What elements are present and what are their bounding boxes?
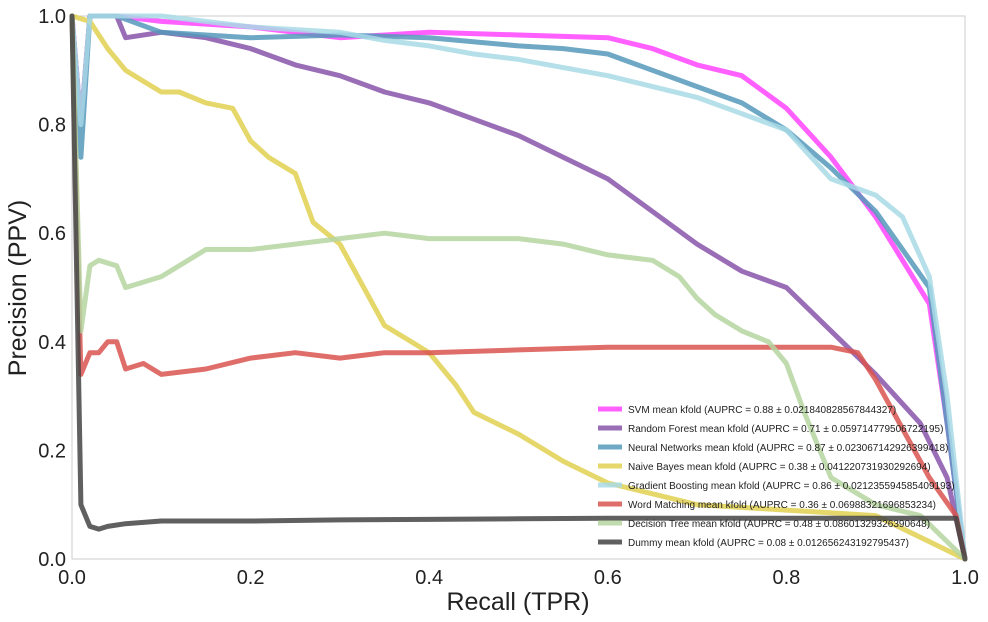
legend-label-6: Decision Tree mean kfold (AUPRC = 0.48 ±… — [628, 519, 930, 530]
series-line-4 — [69, 13, 968, 562]
y-tick-label-2: 0.4 — [38, 332, 66, 354]
series-line-6 — [69, 13, 968, 562]
series-line-5 — [69, 13, 968, 562]
x-tick-label-5: 1.0 — [951, 567, 979, 589]
x-tick-label-0: 0.0 — [58, 567, 86, 589]
x-tick-label-1: 0.2 — [237, 567, 265, 589]
y-tick-label-0: 0.0 — [38, 549, 66, 571]
legend: SVM mean kfold (AUPRC = 0.88 ± 0.0218408… — [598, 405, 955, 549]
series-line-2 — [69, 13, 968, 562]
x-tick-label-2: 0.4 — [415, 567, 443, 589]
series-layer — [69, 13, 968, 562]
y-tick-label-4: 0.8 — [38, 115, 66, 137]
series-line-7 — [69, 13, 968, 562]
legend-label-5: Word Matching mean kfold (AUPRC = 0.36 ±… — [628, 500, 936, 511]
legend-label-3: Naive Bayes mean kfold (AUPRC = 0.38 ± 0… — [628, 462, 931, 473]
legend-label-0: SVM mean kfold (AUPRC = 0.88 ± 0.0218408… — [628, 405, 896, 416]
y-tick-label-1: 0.2 — [38, 440, 66, 462]
legend-label-4: Gradient Boosting mean kfold (AUPRC = 0.… — [628, 481, 955, 492]
x-tick-label-3: 0.6 — [594, 567, 622, 589]
series-line-3 — [69, 13, 968, 562]
x-axis-ticks: 0.0 0.2 0.4 0.6 0.8 1.0 — [58, 567, 979, 589]
y-axis-ticks: 0.0 0.2 0.4 0.6 0.8 1.0 — [38, 6, 66, 571]
y-tick-label-5: 1.0 — [38, 6, 66, 28]
y-tick-label-3: 0.6 — [38, 223, 66, 245]
y-axis-label: Precision (PPV) — [4, 200, 32, 376]
legend-label-2: Neural Networks mean kfold (AUPRC = 0.87… — [628, 443, 948, 454]
x-axis-label: Recall (TPR) — [446, 588, 589, 616]
x-tick-label-4: 0.8 — [772, 567, 800, 589]
legend-label-7: Dummy mean kfold (AUPRC = 0.08 ± 0.01265… — [628, 538, 909, 549]
series-line-1 — [69, 13, 968, 562]
legend-label-1: Random Forest mean kfold (AUPRC = 0.71 ±… — [628, 424, 943, 435]
